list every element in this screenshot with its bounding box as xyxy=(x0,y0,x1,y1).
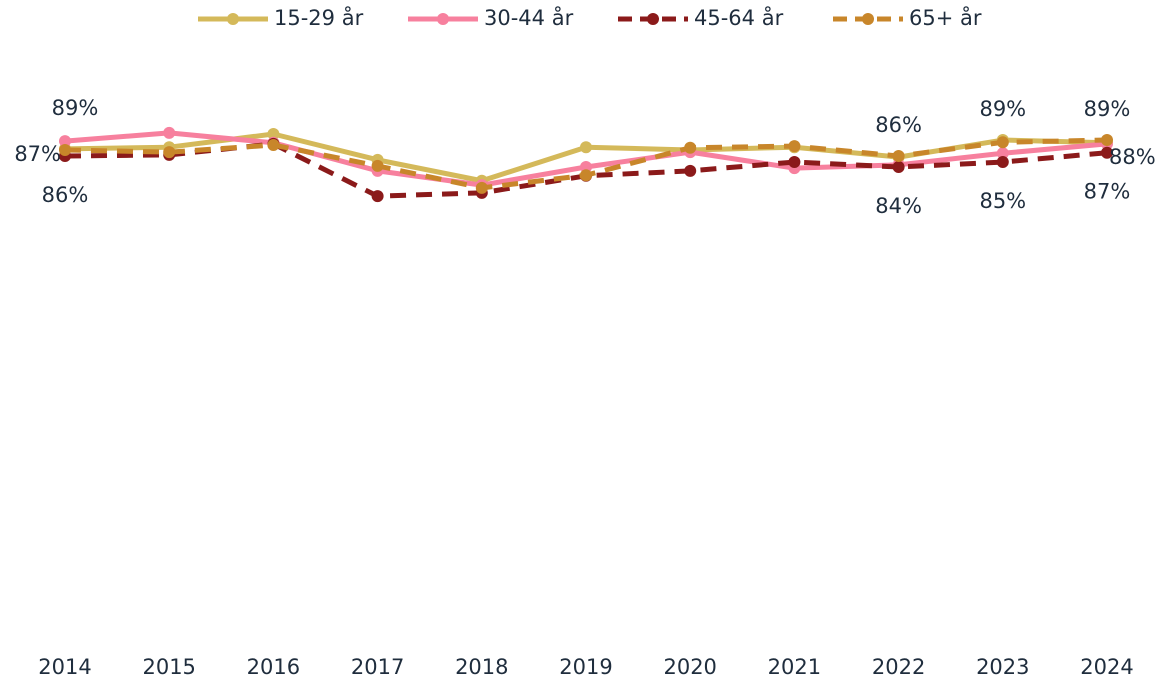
legend-label: 15-29 år xyxy=(274,5,364,30)
x-tick-label: 2016 xyxy=(247,655,300,679)
point xyxy=(267,128,280,140)
point xyxy=(59,135,71,148)
data-label: 86% xyxy=(42,183,89,207)
data-label: 88% xyxy=(1109,145,1156,169)
x-tick-label: 2021 xyxy=(768,655,821,679)
point xyxy=(996,147,1009,160)
point xyxy=(684,164,697,177)
x-tick-label: 2017 xyxy=(351,655,404,679)
point xyxy=(580,161,592,173)
x-tick-label: 2020 xyxy=(663,655,716,679)
x-tick-label: 2024 xyxy=(1080,655,1133,679)
point xyxy=(163,126,176,139)
point xyxy=(371,159,384,172)
legend-marker xyxy=(437,13,449,25)
data-label: 89% xyxy=(1084,97,1131,121)
point xyxy=(892,150,905,162)
data-label: 84% xyxy=(875,194,922,218)
x-tick-label: 2014 xyxy=(38,655,91,679)
point xyxy=(1101,146,1113,159)
x-tick-label: 2022 xyxy=(872,655,925,679)
point xyxy=(580,169,592,182)
x-tick-label: 2019 xyxy=(559,655,612,679)
legend-marker xyxy=(647,13,659,25)
point xyxy=(580,141,592,154)
point xyxy=(996,156,1009,169)
legend-label: 30-44 år xyxy=(484,5,574,30)
legend-label: 45-64 år xyxy=(694,5,784,30)
point xyxy=(788,140,801,153)
data-label: 86% xyxy=(875,113,922,137)
point xyxy=(59,143,71,156)
point xyxy=(371,190,384,203)
point xyxy=(892,161,905,173)
point xyxy=(475,181,488,194)
x-tick-label: 2015 xyxy=(142,655,195,679)
legend-label: 65+ år xyxy=(909,5,982,30)
legend-marker xyxy=(862,13,874,25)
data-label: 85% xyxy=(979,189,1026,213)
point xyxy=(684,141,697,154)
point xyxy=(163,146,176,159)
x-tick-label: 2018 xyxy=(455,655,508,679)
point xyxy=(1101,134,1113,147)
legend-marker xyxy=(227,13,239,25)
data-label: 89% xyxy=(52,96,99,120)
data-label: 87% xyxy=(1084,180,1131,204)
point xyxy=(267,139,280,151)
data-label: 89% xyxy=(979,97,1026,121)
point xyxy=(996,136,1009,149)
point xyxy=(788,156,801,169)
data-label: 87% xyxy=(14,142,61,166)
x-tick-label: 2023 xyxy=(976,655,1029,679)
